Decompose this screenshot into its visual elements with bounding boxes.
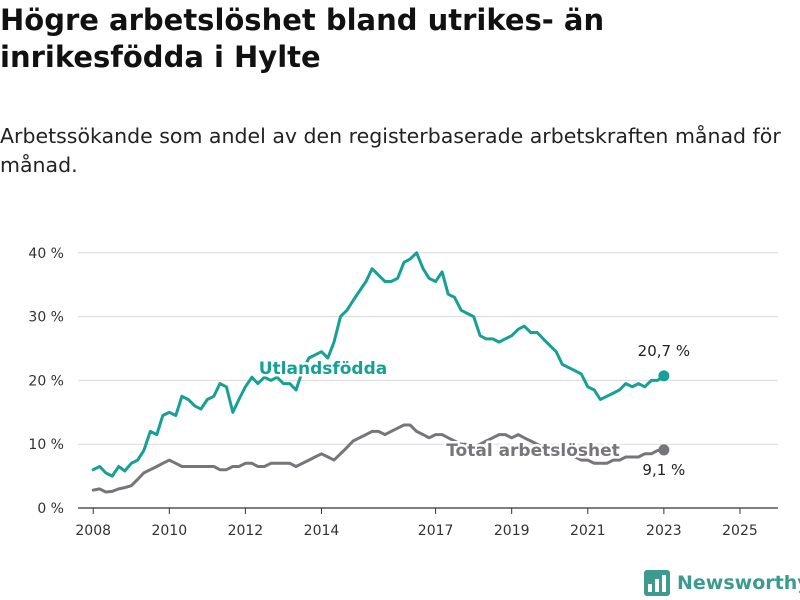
series-labels: 20,7 %9,1 %UtlandsföddaUtlandsföddaTotal… — [256, 342, 690, 479]
newsworthy-logo: Newsworthy — [644, 566, 800, 600]
x-tick-label: 2025 — [722, 523, 758, 539]
series-endpoint — [658, 444, 670, 456]
x-tick-label: 2017 — [418, 523, 454, 539]
x-tick-label: 2019 — [494, 523, 530, 539]
series-label-halo: Total arbetslöshet — [446, 441, 620, 461]
x-tick-label: 2012 — [228, 523, 264, 539]
series-label: Utlandsfödda — [259, 359, 388, 379]
series-line — [91, 423, 666, 494]
series-label: Total arbetslöshet — [446, 441, 620, 461]
axes: 0 % 10 % 20 % 30 % 40 % 2008 2010 2012 2014 2017 2… — [28, 246, 757, 539]
x-tick-label: 2021 — [570, 523, 606, 539]
y-tick-label: 10 % — [28, 437, 64, 453]
chart-title: Högre arbetslöshet bland utrikes- än inr… — [0, 3, 605, 74]
end-value-label: 9,1 % — [642, 461, 685, 479]
series-label-halo: Utlandsfödda — [259, 359, 388, 379]
bar-chart-icon — [644, 570, 670, 596]
x-tick-label: 2014 — [304, 523, 340, 539]
y-tick-label: 20 % — [28, 373, 64, 389]
brand-name: Newsworthy — [677, 572, 800, 594]
series-lines — [91, 251, 670, 494]
series-endpoint — [658, 370, 670, 382]
y-tick-label: 0 % — [37, 501, 64, 517]
x-tick-label: 2023 — [646, 523, 682, 539]
y-tick-label: 30 % — [28, 310, 64, 326]
x-tick-label: 2010 — [151, 523, 187, 539]
series-line — [91, 251, 666, 478]
y-tick-label: 40 % — [28, 246, 64, 262]
x-tick-label: 2008 — [75, 523, 111, 539]
chart-subtitle: Arbetssökande som andel av den registerb… — [0, 124, 781, 177]
end-value-label: 20,7 % — [638, 342, 690, 360]
